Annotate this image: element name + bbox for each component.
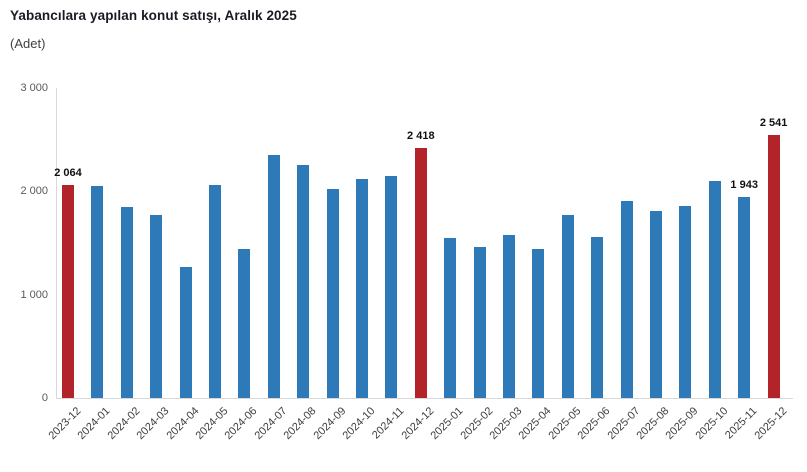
plot-area: 0 1 000 2 000 3 000 2 064 2 418 1 943 2 541 20… — [20, 82, 793, 442]
bar-2025-07 — [620, 201, 633, 398]
bar-2023-12 — [62, 185, 74, 398]
bar-2024-04 — [179, 267, 192, 398]
bar-2024-08 — [297, 165, 310, 398]
chart-title: Yabancılara yapılan konut satışı, Aralık… — [10, 8, 297, 23]
data-label-2025-11: 1 943 — [730, 179, 758, 191]
y-tick-label: 1 000 — [20, 288, 48, 301]
bar-2025-12 — [767, 135, 780, 398]
bar-2025-02 — [473, 247, 486, 398]
bar-2025-10 — [708, 181, 721, 398]
bar-2025-04 — [532, 249, 545, 398]
bar-2024-12 — [414, 148, 427, 398]
bar-2024-06 — [238, 249, 251, 398]
data-label-2025-12: 2 541 — [759, 117, 788, 129]
x-tick-label-2025-12: 2025-12 — [752, 405, 790, 443]
bar-2024-02 — [120, 207, 133, 398]
bar-2025-06 — [591, 237, 604, 398]
y-tick-label: 0 — [41, 392, 48, 404]
bar-2025-03 — [503, 235, 515, 398]
y-axis-line — [56, 88, 57, 398]
y-tick-label: 2 000 — [20, 185, 48, 198]
bar-2024-05 — [209, 185, 221, 398]
data-label-2024-12: 2 418 — [407, 130, 435, 142]
bar-2024-11 — [385, 176, 398, 398]
x-axis-line — [56, 398, 793, 399]
bar-2025-01 — [444, 238, 457, 398]
bar-2024-07 — [267, 155, 280, 398]
bar-2024-09 — [326, 189, 339, 398]
y-tick-label: 3 000 — [20, 82, 48, 94]
bar-2024-10 — [356, 179, 368, 398]
bar-2024-01 — [91, 186, 104, 398]
chart-unit-label: (Adet) — [10, 36, 46, 51]
bar-2025-08 — [650, 211, 662, 398]
bar-2025-05 — [561, 215, 574, 398]
bar-2025-11 — [738, 197, 751, 398]
bar-2024-03 — [150, 215, 163, 398]
data-label-2023-12: 2 064 — [54, 167, 82, 179]
x-tick-label-2025-10: 2025-10 — [693, 405, 731, 443]
bar-2025-09 — [679, 206, 692, 398]
